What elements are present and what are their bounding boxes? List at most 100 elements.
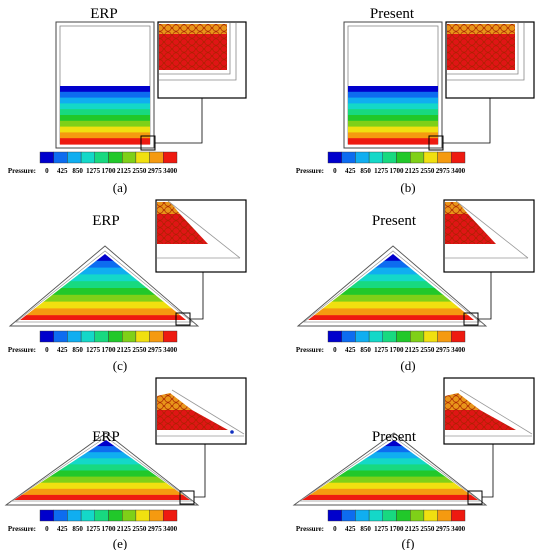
colorbar-tick: 2125 bbox=[117, 346, 132, 354]
panel-caption-b: (b) bbox=[400, 180, 415, 195]
inset-particles-top bbox=[157, 202, 180, 214]
colorbar-tick: 3400 bbox=[451, 346, 466, 354]
colorbar-tick: 425 bbox=[345, 167, 356, 175]
colorbar-swatch bbox=[121, 509, 137, 522]
zoom-connector bbox=[155, 97, 203, 144]
pressure-band bbox=[14, 452, 190, 459]
colorbar-swatch bbox=[135, 330, 150, 343]
colorbar-swatch bbox=[382, 151, 397, 164]
colorbar-tick: 2550 bbox=[132, 167, 147, 175]
container-inner bbox=[10, 436, 194, 502]
pressure-band bbox=[60, 132, 150, 139]
colorbar-tick: 2125 bbox=[405, 167, 420, 175]
colorbar-f: Pressure: 0 425 850 1275 1700 2125 2550 2975 3400 bbox=[296, 509, 466, 533]
colorbar-tick: 1275 bbox=[86, 525, 101, 533]
colorbar-tick: 2550 bbox=[132, 525, 147, 533]
colorbar-tick: 1275 bbox=[374, 167, 389, 175]
colorbar-swatch bbox=[410, 330, 425, 343]
panel-a bbox=[55, 21, 247, 151]
colorbar-tick: 2125 bbox=[405, 525, 420, 533]
colorbar-swatch bbox=[396, 330, 411, 343]
colorbar-label: Pressure: bbox=[296, 167, 324, 175]
pressure-band bbox=[348, 115, 438, 122]
pressure-band bbox=[20, 315, 186, 320]
pressure-band bbox=[302, 476, 478, 484]
colorbar-swatch bbox=[135, 151, 150, 164]
pressure-band bbox=[302, 458, 478, 465]
colorbar-swatch bbox=[368, 151, 384, 164]
colorbar-swatch bbox=[121, 151, 137, 164]
colorbar-swatch bbox=[423, 509, 438, 522]
pressure-band bbox=[60, 86, 150, 93]
colorbar-swatch bbox=[423, 151, 438, 164]
pressure-band bbox=[20, 308, 186, 316]
pressure-band bbox=[308, 288, 474, 296]
panel-caption-a: (a) bbox=[113, 180, 127, 195]
colorbar-tick: 850 bbox=[72, 167, 83, 175]
inset-wall bbox=[159, 23, 231, 75]
colorbar-c: Pressure: 0 425 850 1275 1700 2125 2550 2975 3400 bbox=[8, 330, 178, 354]
pressure-band bbox=[14, 482, 190, 490]
zoom-connector bbox=[443, 97, 491, 144]
colorbar-swatch bbox=[341, 509, 356, 522]
pressure-band bbox=[14, 464, 190, 472]
colorbar-tick: 0 bbox=[333, 167, 337, 175]
pressure-band bbox=[60, 91, 150, 99]
colorbar-swatch bbox=[368, 509, 384, 522]
colorbar-tick: 3400 bbox=[163, 346, 178, 354]
stray-particle bbox=[230, 430, 234, 434]
colorbar-tick: 1700 bbox=[102, 167, 117, 175]
pressure-band bbox=[20, 288, 186, 296]
zoom-marker bbox=[467, 490, 483, 505]
panel-title-e: ERP bbox=[92, 429, 120, 445]
panel-e bbox=[4, 377, 247, 506]
colorbar-tick: 1275 bbox=[374, 525, 389, 533]
panel-caption-f: (f) bbox=[402, 536, 415, 550]
colorbar-swatch bbox=[80, 509, 95, 522]
pressure-band bbox=[308, 260, 474, 269]
pressure-band bbox=[302, 452, 478, 459]
pressure-band bbox=[14, 458, 190, 465]
colorbar-tick: 3400 bbox=[451, 525, 466, 533]
pressure-band bbox=[308, 294, 474, 303]
colorbar-swatch bbox=[451, 330, 466, 343]
colorbar-tick: 2975 bbox=[436, 167, 451, 175]
colorbar-swatch bbox=[121, 330, 137, 343]
colorbar-tick: 2550 bbox=[132, 346, 147, 354]
inset-particles-top bbox=[445, 393, 480, 410]
inset-wall bbox=[171, 389, 245, 435]
colorbar-swatch bbox=[396, 509, 411, 522]
pressure-band bbox=[308, 315, 474, 320]
pressure-band bbox=[60, 138, 150, 145]
colorbar-d: Pressure: 0 425 850 1275 1700 2125 2550 2975 3400 bbox=[296, 330, 466, 354]
colorbar-tick: 1700 bbox=[102, 525, 117, 533]
colorbar-swatch bbox=[39, 330, 54, 343]
colorbar-swatch bbox=[163, 330, 178, 343]
pressure-band bbox=[308, 301, 474, 309]
pressure-band bbox=[14, 488, 190, 496]
pressure-band bbox=[348, 132, 438, 139]
colorbar-swatch bbox=[94, 151, 109, 164]
colorbar-tick: 2550 bbox=[420, 167, 435, 175]
colorbar-a: Pressure: 0 425 850 1275 1700 2125 2550 2975 3400 bbox=[8, 151, 178, 175]
inset-wall-outer bbox=[159, 23, 237, 81]
inset-wall bbox=[447, 23, 519, 75]
colorbar-swatch bbox=[355, 330, 370, 343]
colorbar-swatch bbox=[382, 509, 397, 522]
colorbar-swatch bbox=[355, 151, 370, 164]
colorbar-tick: 850 bbox=[360, 346, 371, 354]
pressure-band bbox=[302, 446, 478, 453]
colorbar-tick: 2975 bbox=[436, 525, 451, 533]
colorbar-tick: 850 bbox=[72, 346, 83, 354]
colorbar-swatch bbox=[163, 509, 178, 522]
pressure-band bbox=[348, 126, 438, 133]
colorbar-swatch bbox=[368, 330, 384, 343]
inset-particles-bottom bbox=[445, 410, 516, 430]
pressure-band bbox=[308, 308, 474, 316]
colorbar-tick: 0 bbox=[45, 525, 49, 533]
colorbar-tick: 3400 bbox=[163, 525, 178, 533]
pressure-band bbox=[302, 440, 478, 447]
colorbar-swatch bbox=[410, 509, 425, 522]
pressure-band bbox=[60, 103, 150, 110]
pressure-band bbox=[308, 274, 474, 282]
